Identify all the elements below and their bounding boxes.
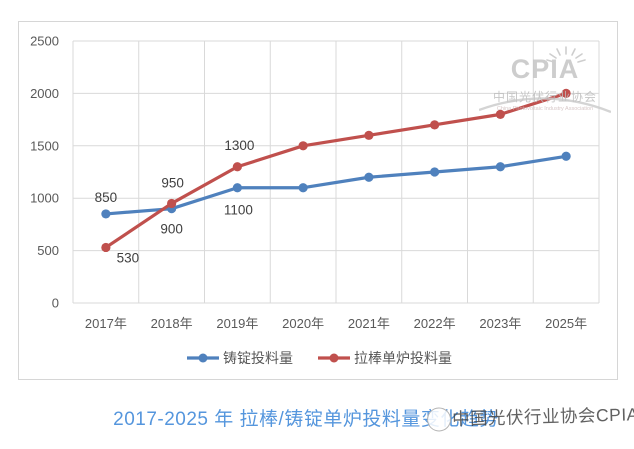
data-label: 1100	[224, 203, 253, 218]
data-label: 530	[117, 250, 140, 265]
x-tick-label: 2019年	[216, 316, 258, 331]
x-tick-label: 2020年	[282, 316, 324, 331]
y-tick-label: 1500	[30, 138, 59, 153]
x-tick-label: 2021年	[348, 316, 390, 331]
bottom-watermark-text: 中国光伏行业协会CPIA	[451, 404, 634, 430]
x-tick-label: 2017年	[85, 316, 127, 331]
y-tick-label: 0	[52, 296, 59, 311]
red-line-marker-icon	[318, 353, 350, 363]
y-tick-label: 1000	[30, 191, 59, 206]
series-marker-0	[495, 162, 505, 172]
series-marker-0	[364, 172, 374, 182]
watermark-circle-icon	[426, 406, 452, 432]
series-marker-1	[167, 198, 177, 209]
series-marker-0	[298, 183, 308, 193]
series-marker-0	[430, 167, 440, 177]
series-line-0	[105, 154, 567, 216]
series-marker-0	[561, 151, 571, 161]
chart-area: 0 500 1000 1500 2000 2500 2017年 2018年 2019年 2020年…	[18, 21, 618, 380]
blue-line-marker-icon	[187, 353, 219, 363]
legend-label: 拉棒单炉投料量	[354, 350, 452, 366]
series-marker-1	[561, 88, 571, 98]
data-label: 950	[161, 175, 184, 190]
series-marker-1	[495, 109, 505, 119]
legend-item-blue-series: 铸锭投料量	[186, 348, 293, 368]
series-marker-1	[430, 120, 440, 130]
x-tick-label: 2023年	[479, 316, 521, 331]
y-tick-label: 2000	[30, 86, 59, 101]
y-tick-label: 2500	[30, 34, 59, 49]
y-tick-label: 500	[37, 243, 59, 258]
chart-title: 2017-2025 年 拉棒/铸锭单炉投料量变化趋势	[113, 409, 499, 430]
series-marker-0	[232, 183, 242, 193]
data-label: 1300	[224, 138, 254, 153]
series-marker-1	[298, 141, 308, 151]
series-line-1	[104, 91, 567, 249]
series-marker-1	[101, 242, 111, 253]
x-tick-label: 2018年	[151, 316, 193, 331]
x-tick-label: 2022年	[414, 316, 456, 331]
legend-item-red-series: 拉棒单炉投料量	[317, 348, 452, 368]
series-marker-1	[364, 130, 374, 140]
plot-svg: 0 500 1000 1500 2000 2500 2017年 2018年 2019年 2020年…	[30, 34, 600, 331]
chart-legend: 铸锭投料量 拉棒单炉投料量	[19, 348, 619, 368]
series-marker-1	[232, 162, 242, 172]
data-label: 900	[160, 222, 183, 237]
data-label: 850	[95, 190, 118, 205]
series-marker-0	[101, 209, 111, 219]
legend-label: 铸锭投料量	[223, 350, 293, 366]
x-tick-label: 2025年	[545, 316, 587, 331]
